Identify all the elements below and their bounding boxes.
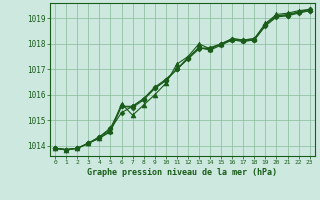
X-axis label: Graphe pression niveau de la mer (hPa): Graphe pression niveau de la mer (hPa): [87, 168, 277, 177]
